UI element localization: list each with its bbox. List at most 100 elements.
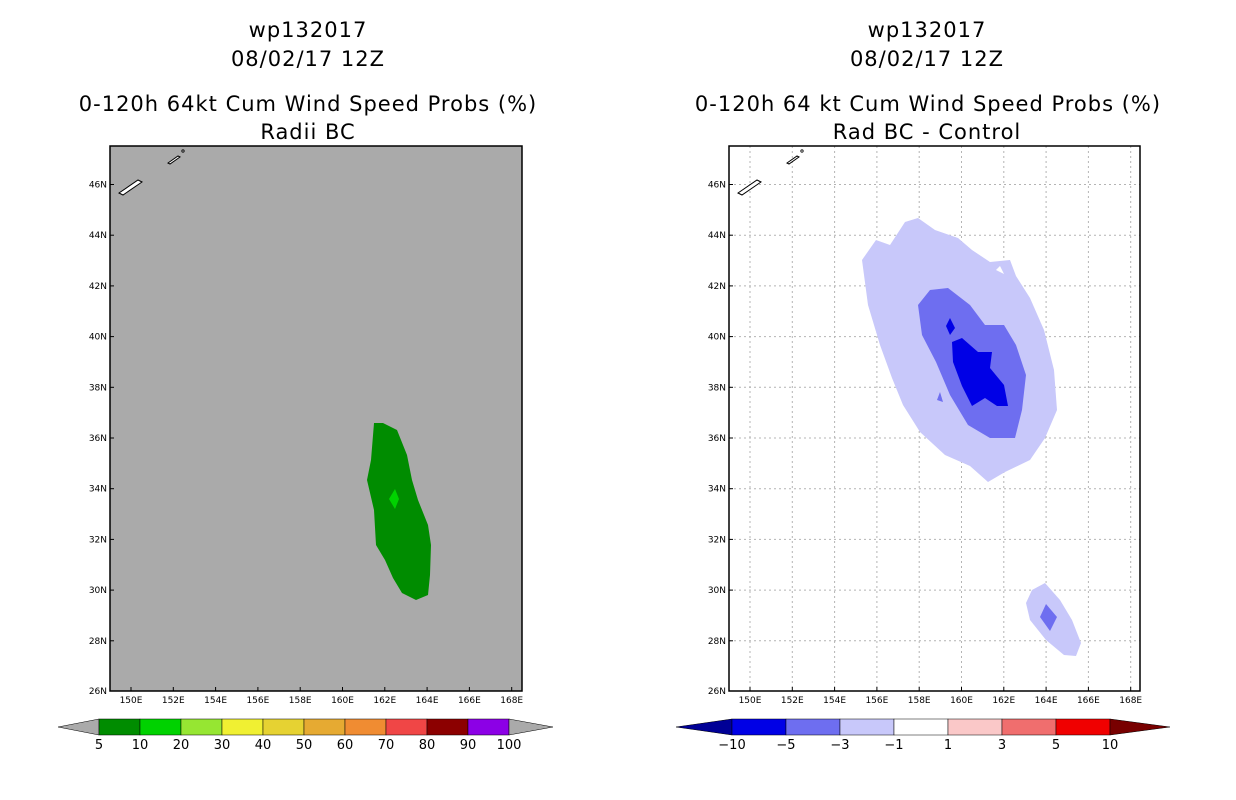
- left-colorbar: 5 10 20 30 40 50 60 70 80 90 100: [57, 718, 554, 753]
- colorbar-swatch: [426, 718, 469, 736]
- right-chart-title: 0-120h 64 kt Cum Wind Speed Probs (%): [694, 92, 1162, 116]
- right-lon-axis: 150E 152E 154E 156E 158E 160E 162E 164E 166E 168E: [739, 687, 1142, 706]
- lon-tick-label: 154E: [204, 696, 227, 706]
- colorbar-label: −10: [718, 738, 745, 753]
- left-prob-contour-10: [367, 423, 431, 600]
- lon-tick-label: 162E: [373, 696, 396, 706]
- lat-tick-label: 44N: [708, 231, 726, 241]
- colorbar-label: 90: [460, 738, 477, 753]
- lat-tick-label: 26N: [708, 687, 726, 697]
- colorbar-label: 10: [1102, 738, 1119, 753]
- lat-tick-label: 26N: [89, 687, 107, 697]
- colorbar-swatch: [1055, 718, 1111, 736]
- colorbar-label: 1: [944, 738, 952, 753]
- colorbar-swatch: [139, 718, 182, 736]
- colorbar-label: 20: [173, 738, 190, 753]
- colorbar-swatch: [385, 718, 428, 736]
- lon-tick-label: 168E: [500, 696, 523, 706]
- lat-tick-label: 32N: [708, 535, 726, 545]
- left-storm-id: wp132017: [248, 18, 368, 42]
- colorbar-right-arrow: [1109, 718, 1171, 736]
- right-diff-contour-dark-small: [946, 318, 955, 335]
- lat-tick-label: 46N: [708, 181, 726, 191]
- colorbar-label: 5: [95, 738, 103, 753]
- right-island-small-icon: [786, 155, 800, 165]
- lat-tick-label: 38N: [89, 383, 107, 393]
- colorbar-swatch: [467, 718, 510, 736]
- right-map-frame: [728, 145, 1141, 692]
- lat-tick-label: 42N: [708, 282, 726, 292]
- colorbar-swatch: [785, 718, 841, 736]
- lon-tick-label: 150E: [120, 696, 143, 706]
- colorbar-label: 60: [337, 738, 354, 753]
- right-chart-subtitle: Rad BC - Control: [832, 120, 1022, 144]
- colorbar-label: 80: [419, 738, 436, 753]
- left-map-background: [110, 146, 522, 691]
- right-datetime: 08/02/17 12Z: [849, 47, 1005, 71]
- left-chart-title: 0-120h 64kt Cum Wind Speed Probs (%): [78, 92, 538, 116]
- colorbar-label: 70: [378, 738, 395, 753]
- colorbar-label: 40: [255, 738, 272, 753]
- right-island-icon: [737, 179, 762, 196]
- lat-tick-label: 44N: [89, 231, 107, 241]
- right-diff-contour-medium-dot: [937, 392, 943, 402]
- colorbar-label: 10: [132, 738, 149, 753]
- lat-tick-label: 42N: [89, 282, 107, 292]
- colorbar-swatch: [344, 718, 387, 736]
- left-island-small-icon: [167, 155, 181, 165]
- left-chart-subtitle: Radii BC: [260, 120, 356, 144]
- lat-tick-label: 36N: [708, 434, 726, 444]
- lon-tick-label: 164E: [1035, 696, 1058, 706]
- left-map-frame: [109, 145, 523, 692]
- colorbar-label: −1: [884, 738, 903, 753]
- colorbar-swatch: [221, 718, 264, 736]
- colorbar-label: 30: [214, 738, 231, 753]
- colorbar-label: −3: [830, 738, 849, 753]
- lat-tick-label: 46N: [89, 181, 107, 191]
- colorbar-swatch: [1001, 718, 1057, 736]
- colorbar-swatch: [947, 718, 1003, 736]
- left-lon-axis: 150E 152E 154E 156E 158E 160E 162E 164E 166E 168E: [120, 687, 523, 706]
- left-island-dot-icon: [181, 149, 185, 153]
- lon-tick-label: 154E: [823, 696, 846, 706]
- left-datetime: 08/02/17 12Z: [230, 47, 386, 71]
- lon-tick-label: 160E: [950, 696, 973, 706]
- lon-tick-label: 166E: [1077, 696, 1100, 706]
- lon-tick-label: 164E: [416, 696, 439, 706]
- lon-tick-label: 160E: [331, 696, 354, 706]
- lon-tick-label: 158E: [908, 696, 931, 706]
- colorbar-swatch: [180, 718, 223, 736]
- right-diff-contour-south-medium: [1040, 604, 1057, 631]
- right-island-dot-icon: [800, 149, 804, 153]
- colorbar-right-arrow: [508, 718, 554, 736]
- lat-tick-label: 40N: [89, 333, 107, 343]
- lat-tick-label: 34N: [89, 485, 107, 495]
- lon-tick-label: 162E: [992, 696, 1015, 706]
- colorbar-label: 5: [1052, 738, 1060, 753]
- colorbar-swatch: [98, 718, 141, 736]
- colorbar-label: −5: [776, 738, 795, 753]
- lat-tick-label: 36N: [89, 434, 107, 444]
- right-colorbar: −10 −5 −3 −1 1 3 5 10: [675, 718, 1171, 753]
- lon-tick-label: 156E: [865, 696, 888, 706]
- lat-tick-label: 38N: [708, 383, 726, 393]
- left-lat-axis: 46N 44N 42N 40N 38N 36N 34N 32N 30N 28N 26N: [89, 181, 114, 697]
- colorbar-swatch: [893, 718, 949, 736]
- colorbar-label: 3: [998, 738, 1006, 753]
- lat-tick-label: 28N: [708, 637, 726, 647]
- colorbar-swatch: [262, 718, 305, 736]
- right-diff-contour-dark: [952, 338, 1008, 406]
- lon-tick-label: 168E: [1119, 696, 1142, 706]
- lon-tick-label: 150E: [739, 696, 762, 706]
- lat-tick-label: 30N: [708, 586, 726, 596]
- lon-tick-label: 152E: [162, 696, 185, 706]
- colorbar-swatch: [303, 718, 346, 736]
- right-diff-notch: [996, 266, 1004, 274]
- lon-tick-label: 156E: [246, 696, 269, 706]
- left-island-icon: [118, 179, 143, 196]
- right-lat-axis: 46N 44N 42N 40N 38N 36N 34N 32N 30N 28N 26N: [708, 181, 733, 697]
- lon-tick-label: 152E: [781, 696, 804, 706]
- colorbar-left-arrow: [675, 718, 733, 736]
- colorbar-label: 100: [497, 738, 522, 753]
